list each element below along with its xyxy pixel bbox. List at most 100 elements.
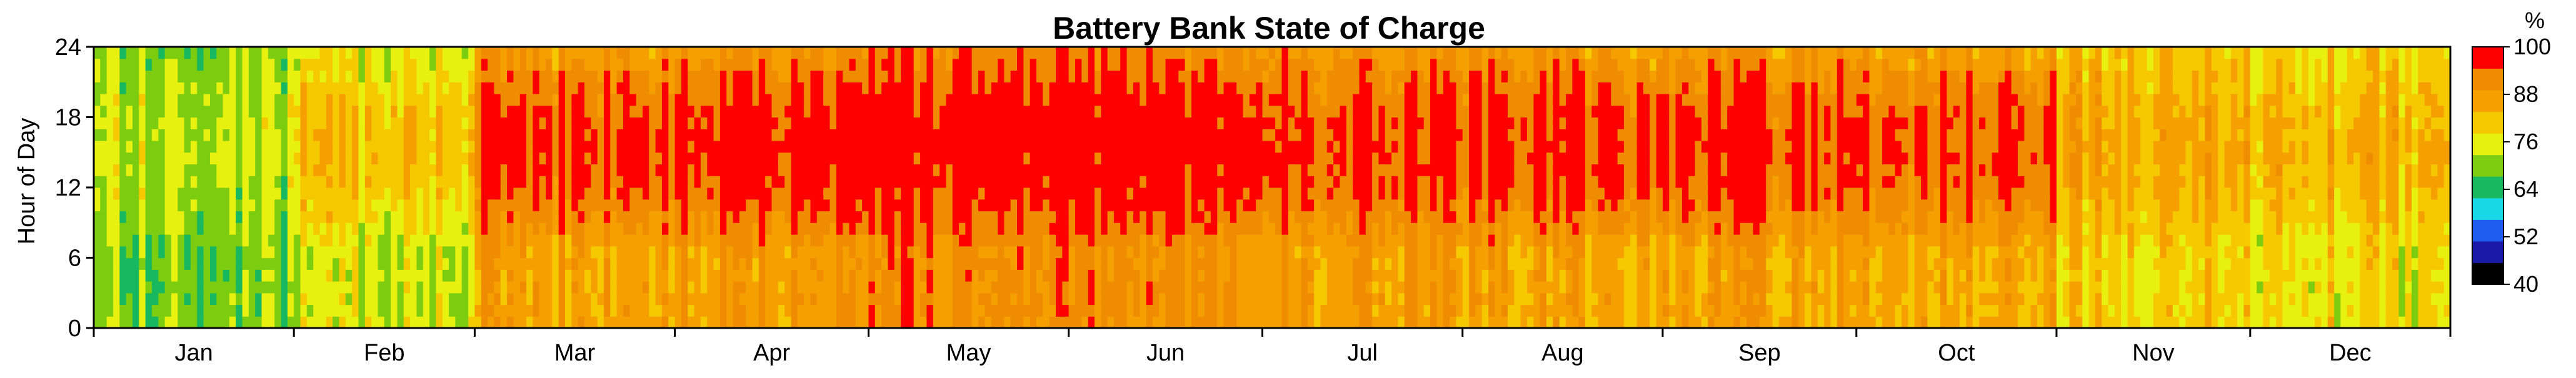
heatmap-cell [1346, 105, 1353, 118]
heatmap-cell [533, 70, 540, 82]
heatmap-cell [468, 129, 475, 141]
heatmap-cell [1126, 199, 1134, 212]
heatmap-cell [797, 94, 804, 106]
heatmap-cell [1365, 70, 1373, 82]
heatmap-cell [1081, 129, 1089, 141]
heatmap-cell [1217, 281, 1225, 294]
heatmap-cell [507, 222, 514, 235]
heatmap-cell [1326, 211, 1334, 223]
heatmap-cell [378, 105, 385, 118]
heatmap-cell [145, 47, 153, 59]
heatmap-cell [746, 246, 753, 259]
heatmap-cell [423, 70, 430, 82]
heatmap-cell [106, 129, 114, 141]
heatmap-cell [1411, 281, 1418, 294]
heatmap-cell [1268, 281, 1276, 294]
heatmap-cell [810, 304, 818, 317]
heatmap-cell [855, 70, 863, 82]
heatmap-cell [442, 234, 449, 247]
heatmap-cell [178, 176, 185, 188]
heatmap-cell [707, 292, 714, 306]
heatmap-cell [933, 281, 940, 294]
heatmap-cell [707, 234, 714, 247]
heatmap-cell [197, 187, 204, 200]
heatmap-cell [1288, 58, 1295, 71]
heatmap-cell [300, 105, 308, 118]
heatmap-cell [933, 246, 940, 259]
heatmap-cell [591, 187, 598, 200]
heatmap-cell [862, 105, 870, 118]
heatmap-cell [158, 58, 166, 71]
heatmap-cell [1423, 234, 1431, 247]
heatmap-cell [985, 105, 992, 118]
heatmap-cell [571, 187, 579, 200]
heatmap-cell [726, 304, 734, 317]
heatmap-cell [816, 129, 824, 141]
heatmap-cell [1036, 281, 1043, 294]
heatmap-cell [661, 105, 669, 118]
heatmap-cell [913, 269, 921, 282]
heatmap-cell [94, 234, 101, 247]
heatmap-cell [998, 211, 1005, 223]
heatmap-cell [242, 222, 249, 235]
heatmap-cell [978, 47, 985, 59]
heatmap-cell [1404, 105, 1411, 118]
heatmap-cell [1204, 58, 1211, 71]
heatmap-cell [881, 129, 889, 141]
heatmap-cell [952, 176, 960, 188]
heatmap-cell [894, 222, 901, 235]
heatmap-cell [558, 269, 566, 282]
heatmap-cell [1126, 281, 1134, 294]
heatmap-cell [158, 222, 166, 235]
heatmap-cell [313, 211, 321, 223]
heatmap-cell [1333, 199, 1341, 212]
heatmap-cell [694, 222, 701, 235]
heatmap-cell [184, 58, 191, 71]
heatmap-cell [1133, 187, 1140, 200]
heatmap-cell [403, 94, 411, 106]
heatmap-cell [552, 105, 559, 118]
heatmap-cell [1372, 47, 1380, 59]
heatmap-cell [145, 105, 153, 118]
heatmap-cell [771, 246, 779, 259]
heatmap-cell [519, 70, 527, 82]
heatmap-cell [190, 187, 198, 200]
heatmap-cell [829, 199, 837, 212]
heatmap-cell [119, 246, 127, 259]
heatmap-cell [1326, 70, 1334, 82]
heatmap-cell [1353, 222, 1360, 235]
heatmap-cell [1017, 304, 1024, 317]
heatmap-cell [410, 187, 418, 200]
heatmap-cell [998, 234, 1005, 247]
heatmap-cell [940, 105, 946, 118]
heatmap-cell [345, 246, 353, 259]
heatmap-cell [991, 222, 998, 235]
heatmap-cell [971, 199, 979, 212]
heatmap-cell [403, 129, 411, 141]
heatmap-cell [765, 164, 773, 176]
heatmap-cell [468, 47, 475, 59]
heatmap-cell [719, 222, 727, 235]
heatmap-cell [758, 152, 766, 165]
heatmap-cell [1359, 47, 1366, 59]
heatmap-cell [139, 211, 146, 223]
heatmap-cell [978, 117, 985, 129]
heatmap-cell [558, 292, 566, 306]
heatmap-cell [584, 292, 591, 306]
heatmap-cell [178, 211, 185, 223]
heatmap-cell [674, 58, 682, 71]
heatmap-cell [726, 129, 734, 141]
heatmap-cell [203, 58, 211, 71]
heatmap-cell [500, 117, 508, 129]
heatmap-cell [319, 70, 327, 82]
heatmap-cell [901, 58, 908, 71]
heatmap-cell [959, 82, 966, 94]
heatmap-cell [843, 141, 850, 153]
heatmap-cell [1307, 117, 1315, 129]
heatmap-cell [313, 281, 321, 294]
heatmap-cell [1243, 304, 1250, 317]
heatmap-cell [1372, 269, 1380, 282]
heatmap-cell [1043, 222, 1050, 235]
heatmap-cell [507, 58, 514, 71]
heatmap-cell [1178, 47, 1186, 59]
